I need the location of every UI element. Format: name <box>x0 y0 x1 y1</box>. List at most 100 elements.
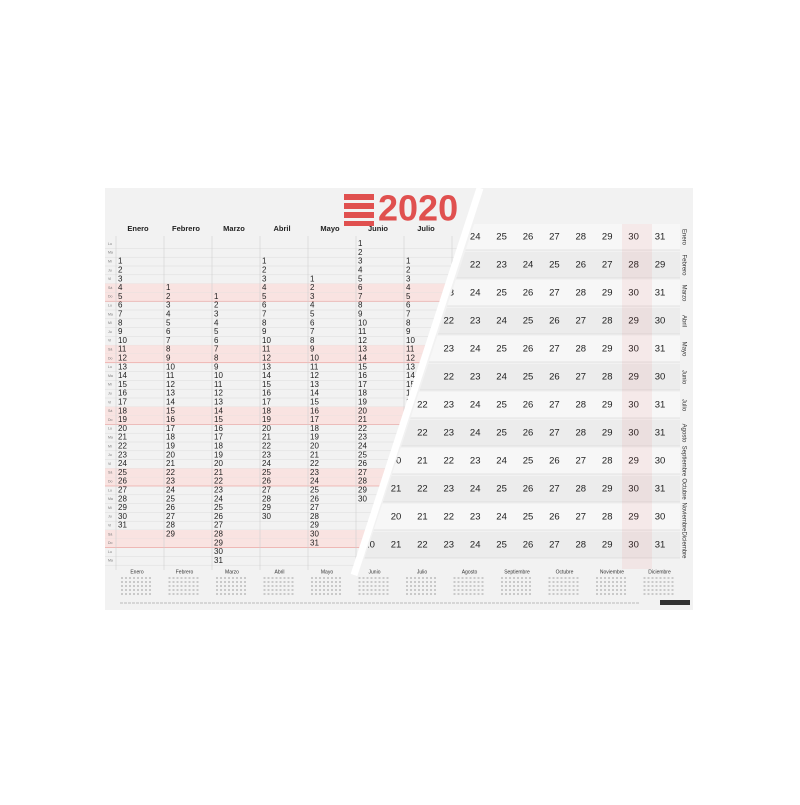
day: 15 <box>310 398 319 407</box>
day: 5 <box>262 292 267 301</box>
weekday-label: Ma <box>108 559 113 563</box>
day: 14 <box>118 371 127 380</box>
day: 9 <box>406 327 411 336</box>
day: 26 <box>358 459 367 468</box>
day: 22 <box>417 428 428 439</box>
day: 17 <box>262 398 271 407</box>
day: 27 <box>358 468 367 477</box>
month-label: Febrero <box>680 254 686 276</box>
month-header: Marzo <box>223 224 245 233</box>
day: 25 <box>262 468 271 477</box>
day: 24 <box>470 344 481 355</box>
day: 24 <box>262 459 271 468</box>
day: 26 <box>576 260 587 271</box>
day: 28 <box>214 530 223 539</box>
day: 11 <box>214 380 223 389</box>
day: 27 <box>602 260 613 271</box>
weekday-label: Ju <box>108 268 112 272</box>
day: 11 <box>358 327 367 336</box>
day: 28 <box>576 232 587 243</box>
day: 30 <box>310 530 319 539</box>
day: 8 <box>310 336 315 345</box>
day: 23 <box>118 450 127 459</box>
day: 17 <box>310 415 319 424</box>
day: 22 <box>444 372 455 383</box>
day: 31 <box>655 344 666 355</box>
day: 23 <box>496 260 507 271</box>
day: 23 <box>444 540 455 551</box>
weekday-label: Ju <box>108 392 112 396</box>
day: 4 <box>310 301 315 310</box>
day: 23 <box>214 486 223 495</box>
day: 30 <box>628 344 639 355</box>
day: 27 <box>310 503 319 512</box>
day: 16 <box>262 389 271 398</box>
weekend-band <box>105 538 478 548</box>
day: 30 <box>628 288 639 299</box>
day: 18 <box>358 389 367 398</box>
weekday-label: Sá <box>108 286 112 290</box>
day: 2 <box>118 266 123 275</box>
footer-month: Agosto <box>462 569 478 575</box>
day: 27 <box>549 484 560 495</box>
day: 29 <box>602 400 613 411</box>
weekday-label: Sá <box>108 471 112 475</box>
day: 30 <box>655 372 666 383</box>
day: 21 <box>391 484 402 495</box>
day: 24 <box>496 512 507 523</box>
title: 2020 <box>378 188 458 229</box>
day: 18 <box>166 433 175 442</box>
day: 29 <box>602 232 613 243</box>
footer-month: Abril <box>274 569 284 575</box>
day: 22 <box>470 260 481 271</box>
day: 26 <box>549 372 560 383</box>
day: 29 <box>628 456 639 467</box>
month-label: Agosto <box>680 424 686 443</box>
day: 21 <box>262 433 271 442</box>
weekend-band <box>105 530 478 539</box>
day: 7 <box>310 327 315 336</box>
day: 22 <box>417 484 428 495</box>
day: 12 <box>166 380 175 389</box>
day: 12 <box>118 354 127 363</box>
weekday-label: Mi <box>108 506 112 510</box>
day: 5 <box>214 327 219 336</box>
weekday-label: Vi <box>108 277 111 281</box>
day: 2 <box>262 266 267 275</box>
day: 7 <box>262 310 267 319</box>
day: 30 <box>655 512 666 523</box>
day: 6 <box>406 301 411 310</box>
day: 20 <box>214 459 223 468</box>
day: 21 <box>391 540 402 551</box>
day: 30 <box>118 512 127 521</box>
day: 9 <box>310 345 315 354</box>
day: 30 <box>628 400 639 411</box>
day: 25 <box>496 344 507 355</box>
day: 12 <box>310 371 319 380</box>
day: 1 <box>358 239 363 248</box>
weekday-label: Lu <box>108 427 112 431</box>
weekend-band <box>105 354 478 363</box>
day: 29 <box>602 428 613 439</box>
day: 19 <box>118 415 127 424</box>
day: 27 <box>549 400 560 411</box>
day: 29 <box>602 540 613 551</box>
day: 7 <box>406 310 411 319</box>
brand-tag <box>660 600 690 605</box>
day: 25 <box>310 486 319 495</box>
day: 4 <box>166 310 171 319</box>
day: 24 <box>470 232 481 243</box>
day: 30 <box>655 316 666 327</box>
footer-month: Marzo <box>225 569 239 575</box>
month-header: Julio <box>417 224 435 233</box>
day: 9 <box>118 327 123 336</box>
day: 24 <box>470 288 481 299</box>
day: 23 <box>262 450 271 459</box>
day: 16 <box>358 371 367 380</box>
day: 15 <box>166 406 175 415</box>
day: 19 <box>358 398 367 407</box>
day: 29 <box>602 288 613 299</box>
day: 25 <box>358 450 367 459</box>
day: 13 <box>118 362 127 371</box>
day: 14 <box>214 406 223 415</box>
